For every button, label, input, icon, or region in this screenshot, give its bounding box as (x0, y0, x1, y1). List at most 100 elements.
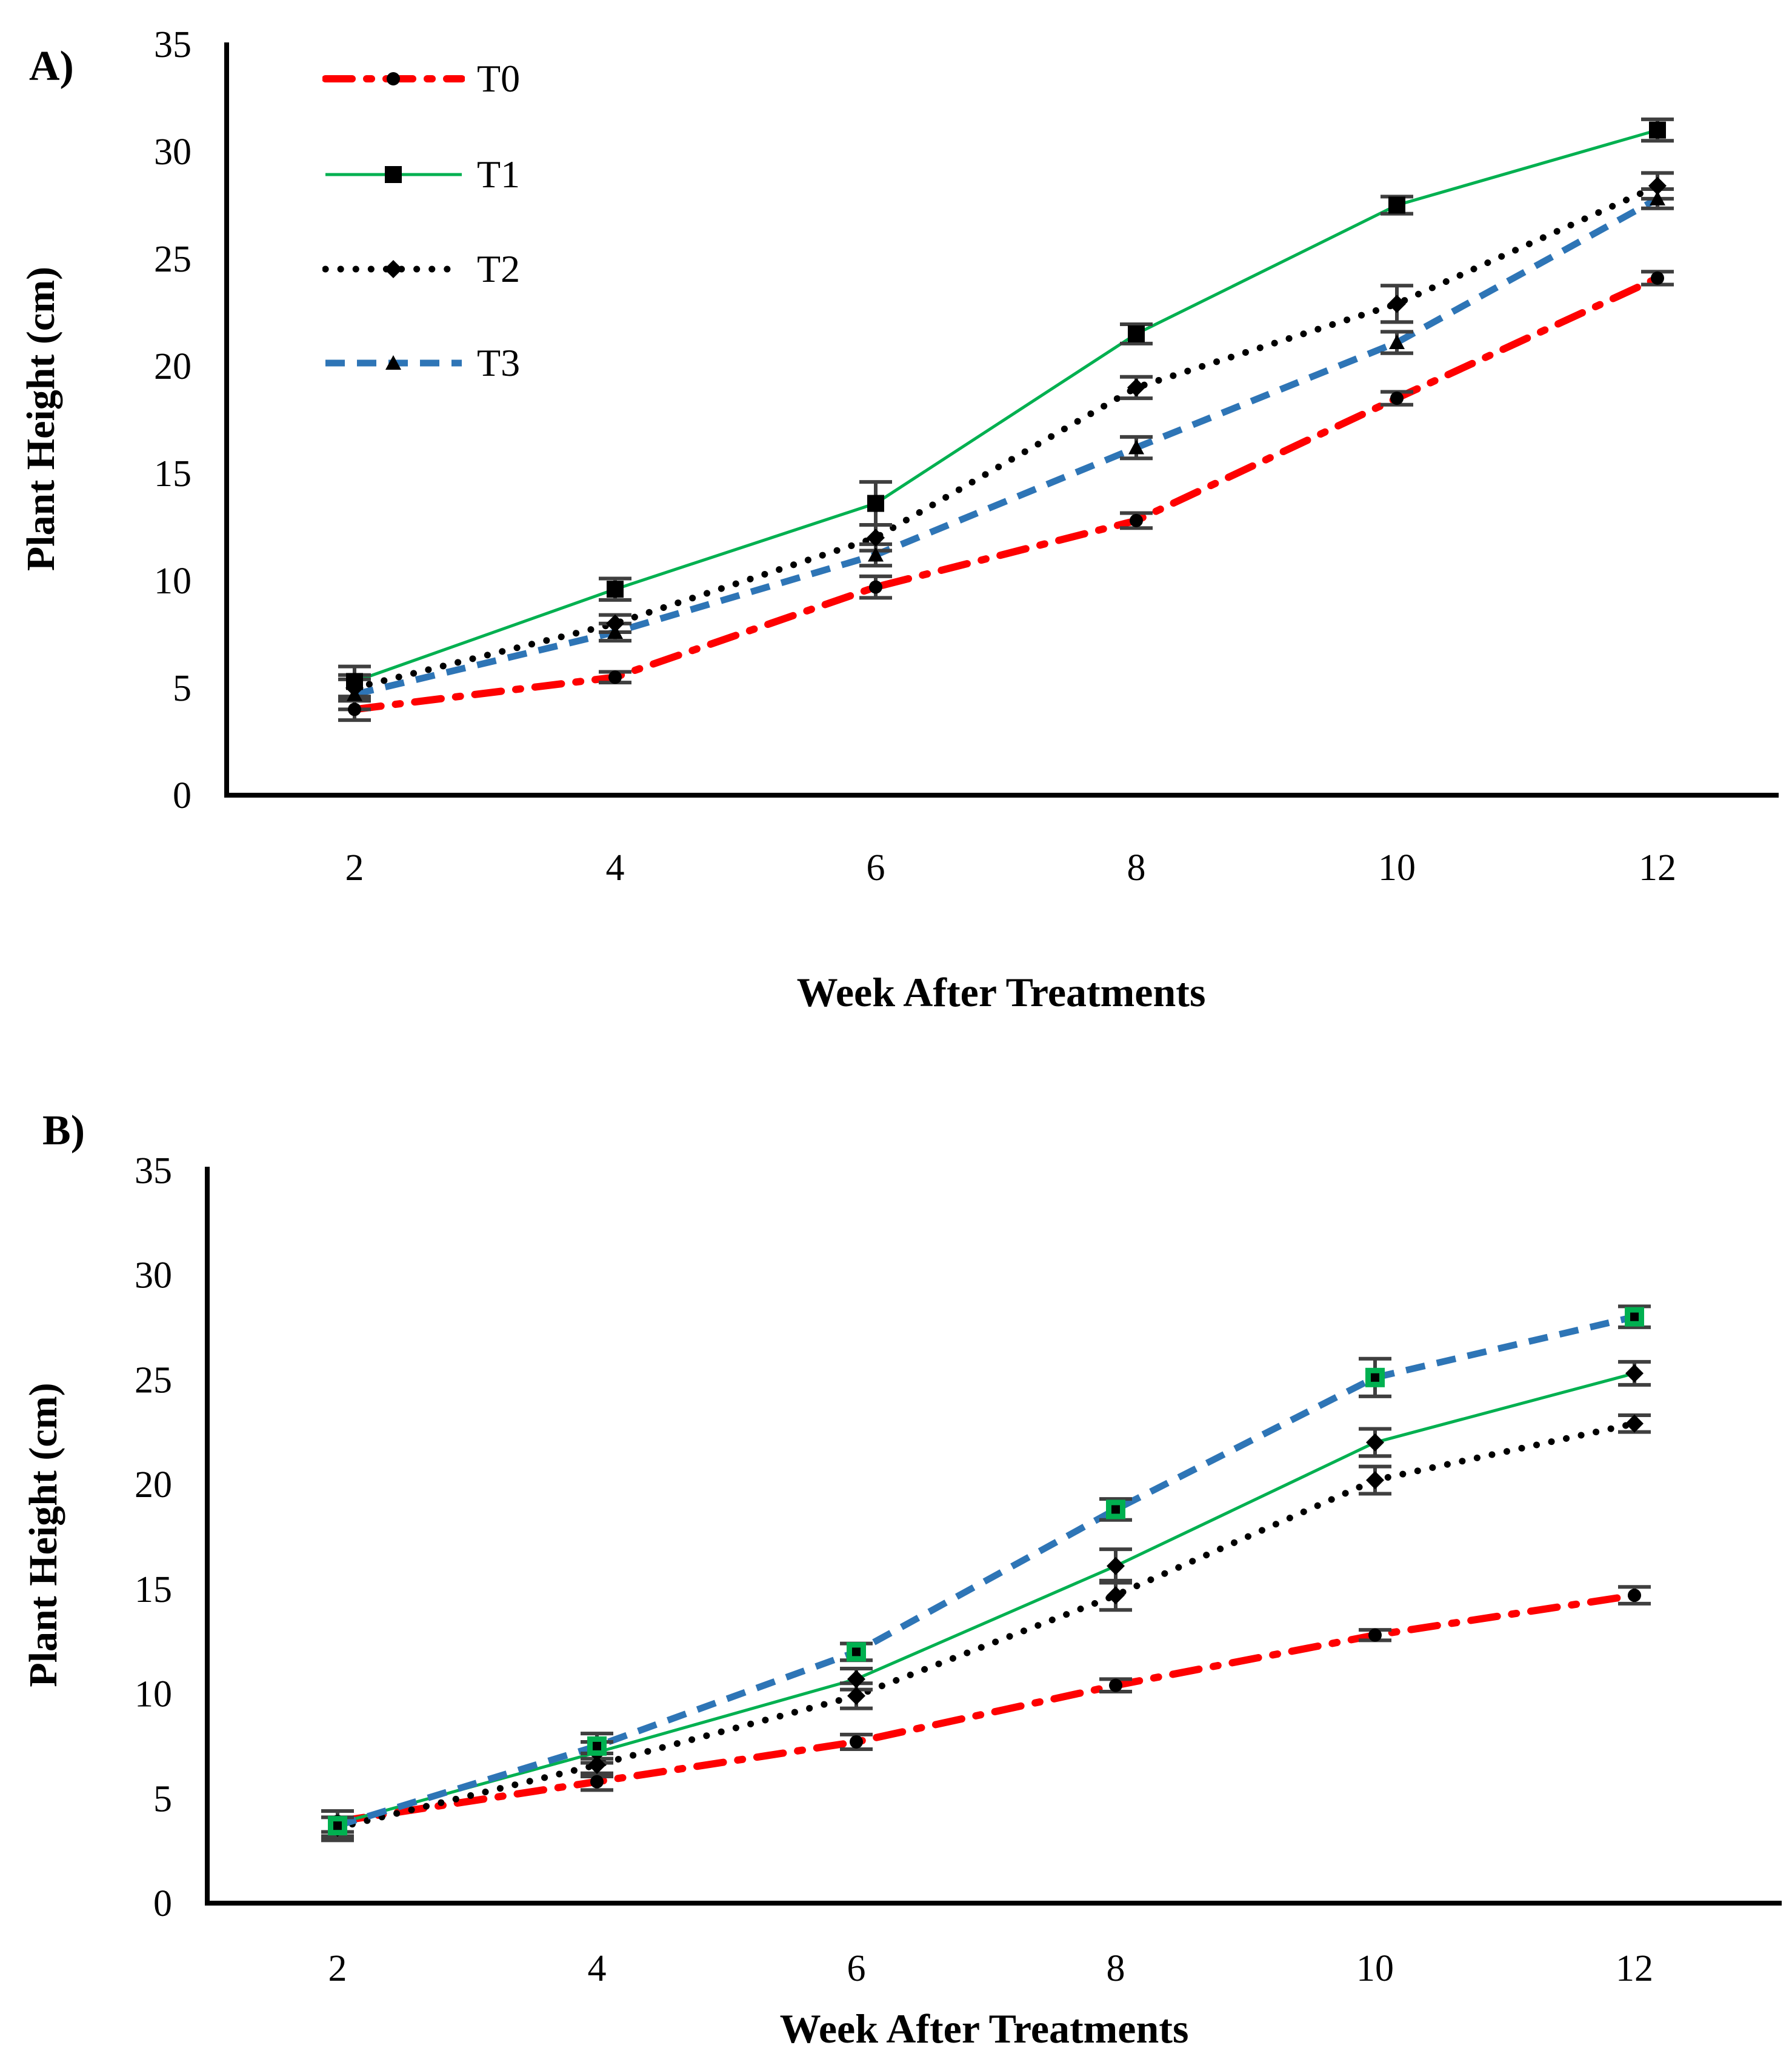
series-line-T3 (336, 1313, 1636, 1829)
diamond-marker (1366, 1471, 1384, 1490)
y-tick-label: 0 (153, 1883, 172, 1924)
panel-a-label: A) (29, 43, 74, 90)
legend-label-t1: T1 (477, 153, 521, 196)
triangle-marker (868, 547, 884, 562)
x-tick-label: 10 (1356, 1948, 1394, 1989)
circle-marker (608, 670, 622, 684)
diamond-marker (1625, 1364, 1644, 1383)
diamond-marker (1107, 1586, 1125, 1605)
y-tick-label: 25 (154, 239, 192, 280)
legend-sample-T0 (322, 72, 465, 85)
legend-label-t3: T3 (477, 341, 521, 384)
legend-item-t2: T2 (322, 247, 520, 291)
legend-sample-T2 (322, 260, 465, 278)
square-marker (1649, 121, 1666, 139)
x-tick-label: 8 (1107, 1948, 1125, 1989)
panel-a-y-axis-title: Plant Height (cm) (19, 266, 63, 572)
circle-marker (850, 1735, 863, 1749)
circle-marker (1628, 1589, 1641, 1603)
circle-marker (1390, 392, 1404, 405)
triangle-marker (607, 624, 623, 639)
y-tick-label: 35 (135, 1150, 172, 1192)
triangle-marker (1389, 335, 1405, 350)
y-tick-label: 10 (154, 561, 192, 602)
triangle-marker (1650, 190, 1665, 205)
circle-marker (1651, 271, 1664, 285)
triangle-marker (1128, 439, 1144, 455)
series-line-T0 (334, 1592, 1638, 1826)
diamond-marker (1648, 176, 1667, 195)
series-line-T3 (353, 196, 1659, 698)
series-line-T0 (351, 274, 1661, 713)
x-tick-label: 12 (1639, 847, 1676, 889)
y-tick-label: 5 (173, 668, 192, 709)
y-tick-label: 30 (154, 132, 192, 173)
circle-marker (1368, 1628, 1382, 1642)
x-tick-label: 10 (1378, 847, 1416, 889)
axes (224, 42, 1779, 798)
legend-sample-T1 (325, 166, 462, 183)
square-green-marker-center (852, 1647, 861, 1656)
axes (205, 1167, 1782, 1906)
y-tick-label: 15 (154, 453, 192, 495)
diamond-marker (847, 1670, 865, 1689)
diamond-marker (1107, 1556, 1125, 1575)
series-line-T1 (337, 1372, 1635, 1826)
x-tick-label: 8 (1127, 847, 1146, 889)
y-tick-label: 10 (135, 1674, 172, 1715)
square-marker (385, 166, 402, 183)
circle-marker (1109, 1678, 1122, 1692)
y-tick-label: 20 (135, 1464, 172, 1506)
triangle-marker (347, 686, 362, 701)
y-tick-label: 30 (135, 1255, 172, 1296)
panel-a: 0 5 10 15 20 25 30 35 2 4 6 8 10 12 (154, 24, 1779, 889)
series-line-T2 (334, 1420, 1638, 1832)
panel-b-y-axis-title: Plant Height (cm) (21, 1383, 65, 1687)
x-tick-label: 6 (847, 1948, 866, 1989)
diamond-marker (1388, 295, 1406, 313)
diamond-marker (847, 1686, 865, 1705)
legend-item-t1: T1 (322, 153, 520, 196)
legend-item-t0: T0 (322, 57, 520, 101)
square-marker (607, 581, 624, 598)
square-green-marker-center (593, 1741, 601, 1750)
diamond-marker (1127, 378, 1145, 397)
panel-b-x-axis-title: Week After Treatments (779, 2006, 1189, 2052)
x-tick-label: 6 (867, 847, 885, 889)
diamond-marker (606, 614, 624, 633)
circle-marker (387, 72, 400, 85)
y-tick-label: 5 (153, 1778, 172, 1820)
panel-b-label: B) (42, 1107, 85, 1154)
panel-b: 0 5 10 15 20 25 30 35 2 4 6 8 10 12 (135, 1150, 1782, 1989)
legend-sample-T3 (325, 355, 462, 370)
x-tick-label: 4 (588, 1948, 607, 1989)
y-tick-label: 20 (154, 346, 192, 387)
circle-marker (590, 1775, 604, 1789)
series-line-T1 (354, 128, 1658, 683)
circle-marker (869, 580, 882, 594)
legend-item-t3: T3 (322, 341, 520, 385)
triangle-marker (385, 355, 401, 370)
circle-marker (348, 702, 361, 716)
x-tick-label: 4 (606, 847, 625, 889)
diamond-marker (384, 260, 402, 278)
panel-a-x-axis-title: Week After Treatments (796, 969, 1206, 1015)
square-marker (1128, 325, 1145, 342)
legend-label-t2: T2 (477, 247, 521, 290)
x-tick-label: 12 (1616, 1948, 1653, 1989)
y-tick-label: 0 (173, 775, 192, 816)
y-tick-label: 25 (135, 1359, 172, 1401)
square-marker (867, 495, 884, 512)
circle-marker (1130, 513, 1143, 527)
diamond-marker (867, 529, 885, 547)
diamond-marker (1366, 1433, 1384, 1452)
square-green-marker-center (1630, 1312, 1639, 1321)
y-tick-label: 35 (154, 24, 192, 65)
legend-label-t0: T0 (477, 57, 521, 100)
diamond-marker (588, 1755, 606, 1774)
diamond-marker (1625, 1414, 1644, 1433)
square-green-marker-center (333, 1821, 342, 1830)
x-tick-label: 2 (328, 1948, 347, 1989)
square-marker (1388, 196, 1405, 214)
